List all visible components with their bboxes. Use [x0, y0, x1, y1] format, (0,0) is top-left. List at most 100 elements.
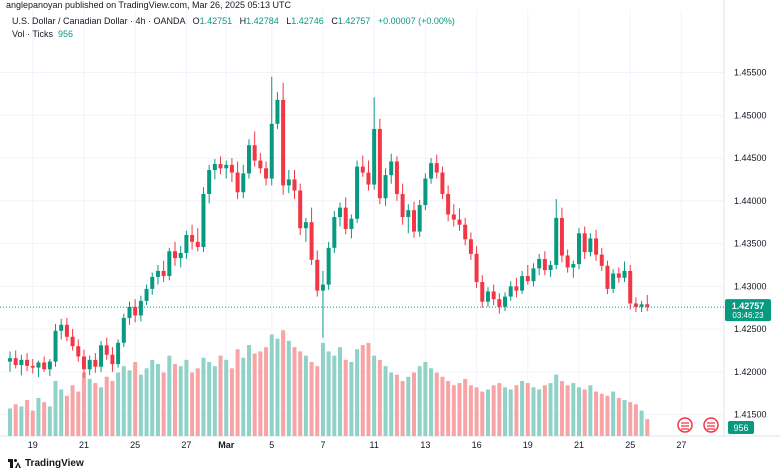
volume-bar: [8, 408, 12, 436]
volume-bar: [252, 353, 257, 436]
candle-body: [446, 193, 451, 215]
candle-body: [116, 342, 121, 365]
volume-bar: [190, 372, 195, 436]
candle-body: [434, 163, 439, 173]
price-tick-label: 1.42500: [734, 324, 767, 334]
volume-bar: [36, 397, 41, 436]
volume-bar: [99, 387, 104, 436]
volume-bar: [480, 391, 485, 436]
candle-body: [320, 284, 325, 291]
candle-body: [503, 296, 508, 307]
candle-body: [19, 359, 24, 366]
volume-legend: Vol · Ticks 956: [12, 29, 73, 39]
candle-body: [457, 219, 462, 225]
candle-body: [99, 345, 104, 367]
candle-body: [338, 207, 343, 218]
candle-body: [13, 358, 18, 366]
volume-bar: [59, 389, 64, 436]
volume-bar: [417, 366, 422, 436]
volume-bar: [116, 372, 121, 436]
candle-body: [377, 128, 382, 199]
candle-body: [537, 258, 542, 269]
volume-bar: [315, 366, 320, 436]
candle-body: [485, 291, 490, 302]
candle-body: [195, 241, 200, 247]
tradingview-brand: TradingView: [25, 458, 84, 469]
candle-body: [30, 365, 35, 368]
candle-body: [47, 361, 52, 370]
candle-body: [605, 265, 610, 289]
price-tick-label: 1.43500: [734, 239, 767, 249]
volume-bar: [440, 376, 445, 436]
price-tick-label: 1.43000: [734, 281, 767, 291]
volume-bar: [64, 395, 69, 436]
volume-bar: [468, 385, 473, 436]
candle-body: [531, 268, 536, 282]
volume-bar: [264, 347, 269, 436]
volume-bar: [599, 393, 604, 436]
candle-body: [525, 276, 530, 282]
volume-bar: [19, 406, 24, 436]
close-value: 1.42757: [337, 16, 371, 26]
candle-body: [81, 356, 86, 370]
volume-bar: [258, 351, 263, 436]
volume-bar: [332, 355, 337, 436]
volume-bar: [548, 383, 553, 436]
volume-bar: [76, 391, 81, 436]
candle-body: [229, 164, 234, 173]
volume-bar: [144, 368, 149, 436]
volume-bar: [429, 368, 434, 436]
tradingview-logo[interactable]: TradingView: [8, 458, 84, 469]
volume-bar: [235, 349, 240, 436]
volume-bar: [394, 374, 399, 436]
volume-bar: [320, 342, 325, 436]
economic-event-icon: [703, 417, 719, 433]
volume-axis-label: 956: [733, 423, 748, 433]
candle-body: [639, 304, 644, 307]
candle-body: [633, 303, 638, 307]
price-tick-label: 1.44000: [734, 196, 767, 206]
candle-body: [224, 164, 229, 169]
volume-bar: [25, 400, 30, 436]
economic-event-icon: [677, 417, 693, 433]
volume-bar: [503, 387, 508, 436]
price-tick-label: 1.42000: [734, 367, 767, 377]
candle-body: [559, 217, 564, 256]
volume-bar: [343, 359, 348, 436]
time-tick-label: 5: [269, 440, 274, 450]
volume-bar: [525, 383, 530, 436]
candle-body: [389, 161, 394, 176]
time-tick-label: 11: [369, 440, 378, 450]
time-tick-label: 7: [320, 440, 325, 450]
candle-body: [64, 324, 69, 337]
candle-body: [184, 235, 189, 253]
volume-bar: [423, 361, 428, 436]
candle-body: [394, 161, 399, 194]
volume-bar: [571, 383, 576, 436]
volume-bar: [372, 355, 377, 436]
candle-body: [286, 179, 291, 186]
volume-bar: [207, 361, 212, 436]
volume-bar: [406, 376, 411, 436]
candle-body: [594, 238, 599, 255]
candle-body: [497, 299, 502, 307]
candle-body: [161, 270, 166, 277]
candle-body: [474, 253, 479, 283]
close-label: C: [331, 16, 338, 26]
low-label: L: [286, 16, 292, 26]
candle-body: [554, 217, 559, 265]
candle-body: [548, 264, 553, 271]
tradingview-logo-icon: [8, 459, 21, 468]
volume-bar: [150, 359, 155, 436]
volume-bar: [110, 381, 115, 436]
candle-body: [241, 173, 246, 193]
volume-bar: [269, 334, 274, 436]
volume-bar: [389, 372, 394, 436]
candle-body: [440, 172, 445, 194]
high-value: 1.42784: [246, 16, 279, 26]
volume-bar: [53, 381, 58, 436]
candle-body: [235, 172, 240, 193]
volume-bar: [628, 402, 633, 436]
candle-body: [42, 362, 47, 370]
